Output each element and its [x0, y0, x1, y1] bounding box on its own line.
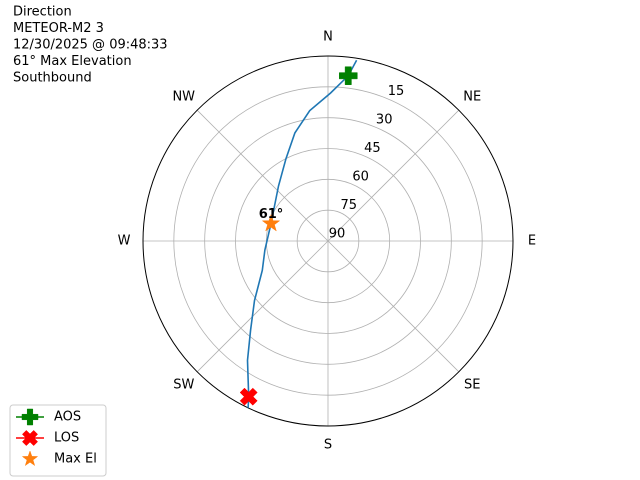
r-tick-label: 60	[352, 170, 369, 185]
theta-tick-label: E	[528, 234, 536, 249]
marker	[239, 387, 258, 406]
r-tick-label: 75	[341, 198, 358, 213]
grid-spoke	[196, 109, 329, 242]
theta-tick-label: S	[324, 438, 332, 453]
grid-spoke	[196, 240, 329, 373]
value-label: 61°	[259, 207, 284, 222]
r-tick-label: 90	[329, 227, 346, 242]
legend-marker	[22, 430, 38, 446]
marker	[261, 213, 281, 232]
theta-tick-label: NW	[172, 89, 195, 104]
theta-tick-label: W	[118, 234, 131, 249]
title-line: 12/30/2025 @ 09:48:33	[13, 38, 168, 53]
legend-label: Max El	[54, 452, 97, 467]
legend-label: AOS	[54, 410, 81, 425]
theta-tick-label: SW	[173, 378, 194, 393]
marker	[339, 66, 358, 85]
legend-marker	[21, 450, 39, 467]
theta-tick-label: NE	[463, 89, 481, 104]
grid-spoke	[327, 240, 460, 373]
title-line: Direction	[13, 5, 72, 20]
outer-frame	[142, 55, 514, 427]
title-line: 61° Max Elevation	[13, 54, 132, 69]
title-line: METEOR-M2 3	[13, 21, 104, 36]
theta-tick-label: SE	[464, 378, 480, 393]
r-tick-label: 30	[376, 113, 393, 128]
title-line: Southbound	[13, 71, 92, 86]
r-tick-label: 15	[388, 84, 405, 99]
legend-marker	[21, 408, 39, 426]
theta-tick-label: N	[323, 30, 333, 45]
r-tick-label: 45	[364, 141, 381, 156]
legend-label: LOS	[54, 431, 79, 446]
grid-spoke	[327, 109, 460, 242]
